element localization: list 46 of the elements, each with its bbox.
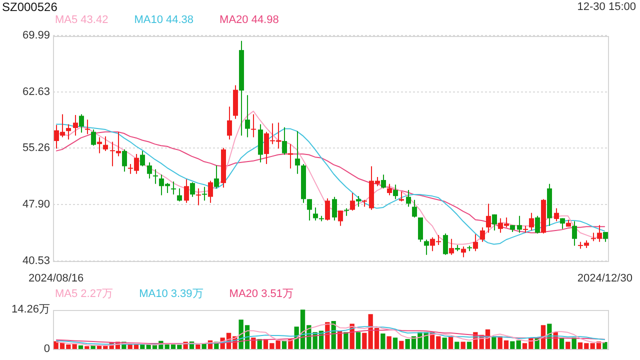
bar	[448, 336, 454, 349]
bar	[566, 342, 570, 349]
candlestick	[288, 144, 293, 169]
y-tick-label: 62.63	[22, 86, 50, 98]
bar	[276, 340, 280, 349]
x-tick-label: 2024/12/30	[577, 272, 632, 284]
candlestick	[85, 120, 90, 134]
candlestick	[251, 114, 256, 138]
chart-title: SZ000526	[2, 0, 58, 14]
y-tick-label: 47.90	[22, 198, 50, 210]
bar	[392, 338, 398, 349]
bar	[399, 340, 404, 349]
text: MA10 44.38	[134, 14, 194, 26]
x-tick-label: 2024/08/16	[28, 272, 84, 284]
bar	[344, 332, 348, 349]
text: MA20 3.51万	[229, 288, 294, 300]
y-tick-label: 14.26万	[11, 304, 50, 316]
bar	[442, 338, 447, 349]
candlestick	[196, 188, 201, 206]
text: MA5 43.42	[55, 14, 108, 26]
bar	[380, 333, 386, 349]
y-tick-label: 40.53	[22, 254, 50, 267]
bar	[510, 341, 515, 349]
y-tick-label: 0	[44, 343, 50, 356]
candlestick	[202, 186, 207, 201]
text: MA10 3.39万	[139, 288, 204, 300]
bar	[516, 340, 521, 349]
y-tick-label: 69.99	[22, 30, 50, 42]
candlestick	[110, 142, 115, 166]
bar	[454, 342, 460, 349]
bar	[78, 345, 84, 349]
y-tick-label: 55.26	[22, 142, 50, 154]
bar	[362, 332, 367, 349]
text: MA20 44.98	[220, 14, 279, 26]
bar	[466, 342, 472, 349]
text: 12-30 15:00	[577, 1, 636, 13]
bar	[492, 336, 496, 349]
bar	[460, 342, 466, 349]
text: MA5 2.27万	[55, 288, 114, 300]
candlestick	[171, 182, 176, 195]
candlestick	[153, 169, 158, 184]
bar	[84, 346, 90, 349]
bar	[196, 344, 200, 349]
bar	[386, 336, 392, 349]
bar	[202, 344, 206, 349]
bar	[356, 332, 361, 349]
